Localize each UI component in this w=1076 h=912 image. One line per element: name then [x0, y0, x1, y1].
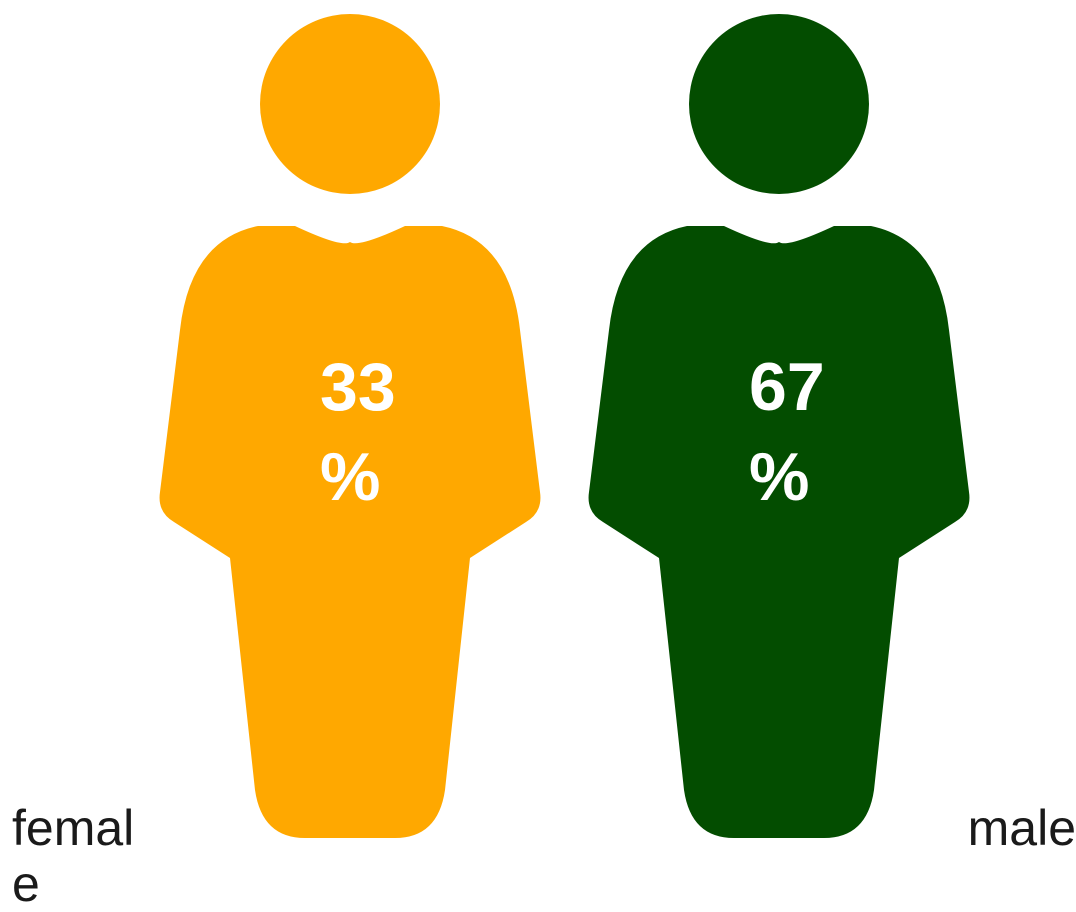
value-label-male: 67 [749, 349, 825, 425]
person-head-icon [689, 14, 869, 194]
person-body-icon [159, 226, 541, 838]
person-figure-male: 67% [588, 14, 970, 838]
person-figure-female: 33% [159, 14, 541, 838]
person-body-icon [588, 226, 970, 838]
percent-sign-male: % [749, 439, 809, 515]
category-label-female: female [12, 800, 135, 912]
value-label-female: 33 [320, 349, 396, 425]
person-head-icon [260, 14, 440, 194]
percent-sign-female: % [320, 439, 380, 515]
category-label-male: male [967, 800, 1076, 856]
figures-group: 33%67% [159, 14, 970, 838]
